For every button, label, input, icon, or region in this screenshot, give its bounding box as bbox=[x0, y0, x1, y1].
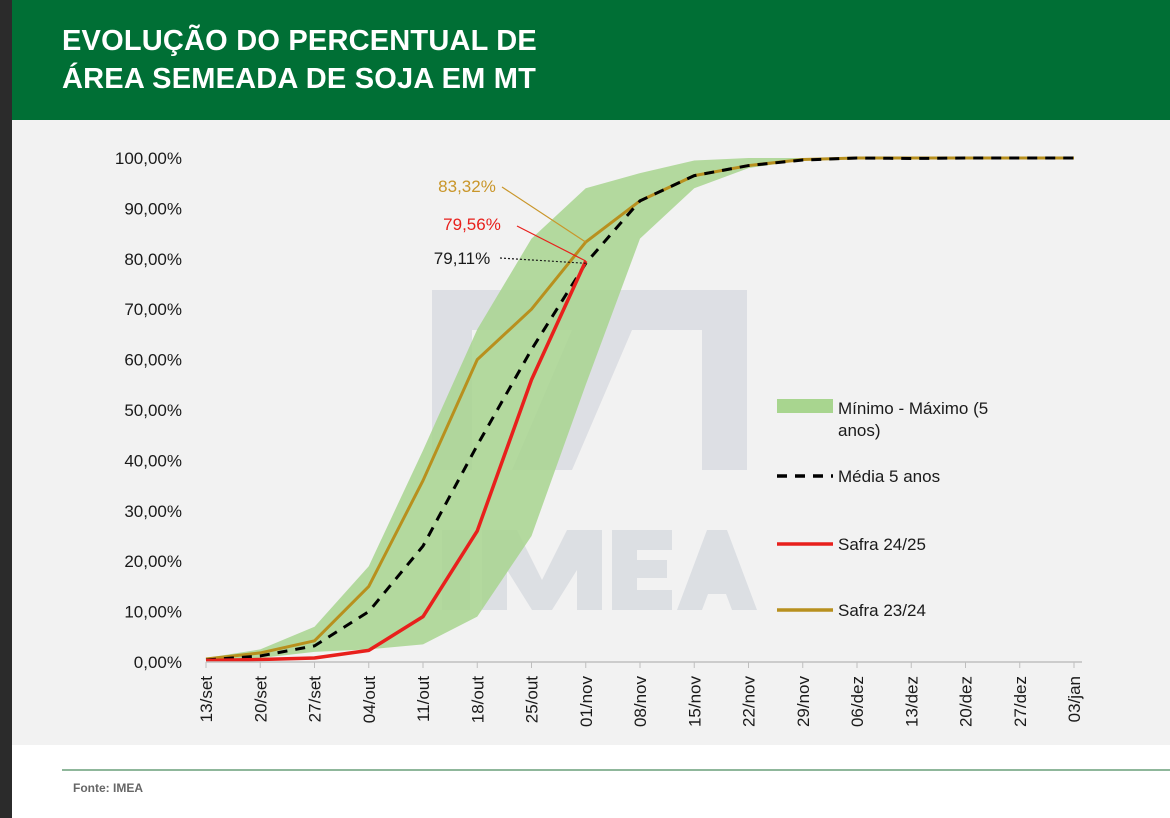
legend-media-label: Média 5 anos bbox=[838, 467, 940, 486]
chart-title-line-2: ÁREA SEMEADA DE SOJA EM MT bbox=[62, 63, 537, 95]
x-tick-label: 20/set bbox=[251, 676, 270, 723]
x-tick-label: 22/nov bbox=[740, 676, 759, 728]
chart-plot: 0,00% 10,00% 20,00% 30,00% 40,00% 50,00% 60,00… bbox=[115, 149, 1084, 728]
legend-swatch-band bbox=[777, 399, 833, 413]
x-tick-label: 25/out bbox=[523, 676, 542, 724]
y-tick-label: 90,00% bbox=[124, 199, 182, 218]
footer-divider bbox=[62, 769, 1170, 771]
x-tick-label: 06/dez bbox=[848, 676, 867, 727]
y-tick-label: 0,00% bbox=[134, 653, 182, 672]
x-tick-label: 08/nov bbox=[631, 676, 650, 728]
source-note: Fonte: IMEA bbox=[73, 781, 143, 795]
series-safra-24-25 bbox=[205, 260, 588, 663]
legend-safra-23-24-label: Safra 23/24 bbox=[838, 601, 926, 620]
report-page: EVOLUÇÃO DO PERCENTUAL DE ÁREA SEMEADA D… bbox=[12, 0, 1170, 818]
annotation-safra-23-24-leader bbox=[501, 186, 587, 243]
annotation-safra-23-24: 83,32% bbox=[438, 177, 496, 196]
y-tick-label: 100,00% bbox=[115, 149, 182, 168]
x-tick-label: 27/set bbox=[306, 676, 325, 723]
x-tick-label: 29/nov bbox=[794, 676, 813, 728]
chart-title: EVOLUÇÃO DO PERCENTUAL DE ÁREA SEMEADA D… bbox=[62, 22, 537, 98]
x-tick-label: 15/nov bbox=[685, 676, 704, 728]
x-tick-label: 04/out bbox=[360, 676, 379, 724]
header-banner: EVOLUÇÃO DO PERCENTUAL DE ÁREA SEMEADA D… bbox=[12, 0, 1170, 120]
series-media-5-anos bbox=[205, 156, 1074, 662]
y-tick-label: 60,00% bbox=[124, 351, 182, 370]
x-tick-label: 03/jan bbox=[1065, 676, 1084, 722]
legend-safra-24-25-label: Safra 24/25 bbox=[838, 535, 926, 554]
chart-title-line-1: EVOLUÇÃO DO PERCENTUAL DE bbox=[62, 25, 537, 57]
x-tick-label: 01/nov bbox=[577, 676, 596, 728]
x-tick-label: 13/set bbox=[197, 676, 216, 723]
y-tick-label: 30,00% bbox=[124, 502, 182, 521]
y-tick-label: 40,00% bbox=[124, 451, 182, 470]
y-tick-label: 10,00% bbox=[124, 603, 182, 622]
x-tick-label: 20/dez bbox=[957, 676, 976, 727]
y-tick-label: 80,00% bbox=[124, 250, 182, 269]
x-tick-label: 27/dez bbox=[1011, 676, 1030, 727]
annotation-safra-24-25-leader bbox=[516, 225, 587, 262]
x-tick-label: 13/dez bbox=[902, 676, 921, 727]
x-tick-label: 11/out bbox=[414, 676, 433, 722]
annotation-media-5-anos: 79,11% bbox=[434, 249, 490, 268]
y-tick-label: 50,00% bbox=[124, 401, 182, 420]
legend-label-band: Mínimo - Máximo (5 anos) bbox=[838, 399, 988, 440]
band-min-max bbox=[206, 158, 1074, 661]
x-tick-label: 18/out bbox=[468, 676, 487, 724]
footer-area bbox=[12, 745, 1170, 818]
annotation-safra-24-25: 79,56% bbox=[443, 215, 501, 234]
y-tick-label: 20,00% bbox=[124, 552, 182, 571]
y-tick-label: 70,00% bbox=[124, 300, 182, 319]
